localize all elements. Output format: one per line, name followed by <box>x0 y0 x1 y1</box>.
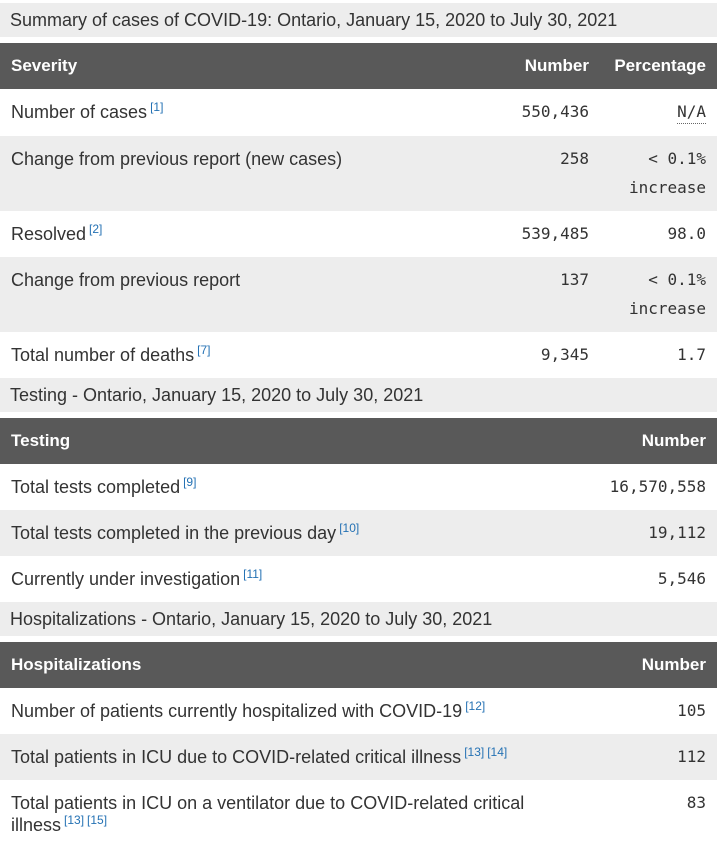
row-percentage: < 0.1% <box>648 149 706 168</box>
row-percentage-cell: 98.0 <box>600 211 717 257</box>
table-row: Number of cases [1] 550,436 N/A <box>0 89 717 136</box>
testing-header-row: Testing Number <box>0 418 717 464</box>
row-number-cell: 105 <box>677 701 706 720</box>
row-number-cell: 19,112 <box>648 523 706 542</box>
footnote-link[interactable]: [13] <box>464 745 485 759</box>
table-row: Change from previous report 137 < 0.1% i… <box>0 257 717 332</box>
row-label: Total number of deaths <box>11 345 195 365</box>
column-header-number: Number <box>575 642 717 688</box>
row-label: Currently under investigation <box>11 569 241 589</box>
row-label-cell: Total tests completed [9] <box>0 464 575 510</box>
row-label-cell: Total patients in ICU on a ventilator du… <box>0 780 575 848</box>
table-row: Change from previous report (new cases) … <box>0 136 717 211</box>
footnote-link[interactable]: [9] <box>183 475 197 489</box>
column-header-percentage: Percentage <box>600 43 717 89</box>
row-percentage-cell: < 0.1% increase <box>600 257 717 332</box>
row-label-cell: Total patients in ICU due to COVID-relat… <box>0 734 575 780</box>
footnote-link[interactable]: [13] <box>64 813 85 827</box>
row-label: Total tests completed <box>11 477 181 497</box>
table-row: Total number of deaths [7] 9,345 1.7 <box>0 332 717 378</box>
row-label-cell: Total tests completed in the previous da… <box>0 510 575 556</box>
row-percentage-note: increase <box>628 299 706 318</box>
row-number-cell: 258 <box>560 149 589 168</box>
footnote-link[interactable]: [1] <box>150 100 164 114</box>
row-percentage-note: increase <box>628 178 706 197</box>
testing-table: Testing Number Total tests completed [9] … <box>0 418 717 602</box>
summary-section: Summary of cases of COVID-19: Ontario, J… <box>0 3 717 378</box>
row-percentage: 98.0 <box>667 224 706 243</box>
column-header-number: Number <box>481 43 600 89</box>
row-number-cell: 9,345 <box>540 345 589 364</box>
row-label-cell: Total number of deaths [7] <box>0 332 481 378</box>
testing-section: Testing - Ontario, January 15, 2020 to J… <box>0 378 717 602</box>
column-header-testing: Testing <box>0 418 575 464</box>
row-label: Change from previous report (new cases) <box>11 149 343 169</box>
row-label: Change from previous report <box>11 270 241 290</box>
footnote-link[interactable]: [15] <box>87 813 108 827</box>
row-label-cell: Change from previous report <box>0 257 481 332</box>
row-number-cell: 137 <box>560 270 589 289</box>
testing-table-caption: Testing - Ontario, January 15, 2020 to J… <box>0 378 717 412</box>
hospitalizations-table: Hospitalizations Number Number of patien… <box>0 642 717 848</box>
row-label: Number of cases <box>11 102 148 122</box>
row-percentage: < 0.1% <box>648 270 706 289</box>
footnote-link[interactable]: [11] <box>243 567 263 581</box>
row-percentage: 1.7 <box>677 345 706 364</box>
summary-header-row: Severity Number Percentage <box>0 43 717 89</box>
column-header-hospitalizations: Hospitalizations <box>0 642 575 688</box>
row-number-cell: 83 <box>686 793 706 812</box>
hospitalizations-header-row: Hospitalizations Number <box>0 642 717 688</box>
table-row: Currently under investigation [11] 5,546 <box>0 556 717 602</box>
footnote-link[interactable]: [12] <box>465 699 486 713</box>
footnote-link[interactable]: [14] <box>487 745 508 759</box>
row-number-cell: 5,546 <box>657 569 706 588</box>
row-label-cell: Resolved [2] <box>0 211 481 257</box>
row-number-cell: 550,436 <box>521 102 589 121</box>
row-percentage: N/A <box>677 101 706 124</box>
row-label: Total patients in ICU on a ventilator du… <box>11 793 525 835</box>
row-label-cell: Number of cases [1] <box>0 89 481 136</box>
table-row: Total tests completed [9] 16,570,558 <box>0 464 717 510</box>
table-row: Total patients in ICU due to COVID-relat… <box>0 734 717 780</box>
table-row: Number of patients currently hospitalize… <box>0 688 717 734</box>
row-label-cell: Currently under investigation [11] <box>0 556 575 602</box>
hospitalizations-section: Hospitalizations - Ontario, January 15, … <box>0 602 717 848</box>
row-number-cell: 112 <box>677 747 706 766</box>
summary-table: Severity Number Percentage Number of cas… <box>0 43 717 378</box>
row-label: Total tests completed in the previous da… <box>11 523 337 543</box>
summary-table-caption: Summary of cases of COVID-19: Ontario, J… <box>0 3 717 37</box>
row-label-cell: Change from previous report (new cases) <box>0 136 481 211</box>
table-row: Total tests completed in the previous da… <box>0 510 717 556</box>
row-percentage-cell: 1.7 <box>600 332 717 378</box>
column-header-number: Number <box>575 418 717 464</box>
row-label: Resolved <box>11 224 87 244</box>
row-number-cell: 539,485 <box>521 224 589 243</box>
row-label: Number of patients currently hospitalize… <box>11 701 463 721</box>
footnote-link[interactable]: [10] <box>339 521 360 535</box>
row-label-cell: Number of patients currently hospitalize… <box>0 688 575 734</box>
footnote-link[interactable]: [2] <box>89 222 103 236</box>
row-number-cell: 16,570,558 <box>609 477 706 496</box>
row-percentage-cell: N/A <box>600 89 717 136</box>
row-label: Total patients in ICU due to COVID-relat… <box>11 747 462 767</box>
table-row: Resolved [2] 539,485 98.0 <box>0 211 717 257</box>
column-header-severity: Severity <box>0 43 481 89</box>
table-row: Total patients in ICU on a ventilator du… <box>0 780 717 848</box>
hospitalizations-table-caption: Hospitalizations - Ontario, January 15, … <box>0 602 717 636</box>
row-percentage-cell: < 0.1% increase <box>600 136 717 211</box>
footnote-link[interactable]: [7] <box>197 343 211 357</box>
